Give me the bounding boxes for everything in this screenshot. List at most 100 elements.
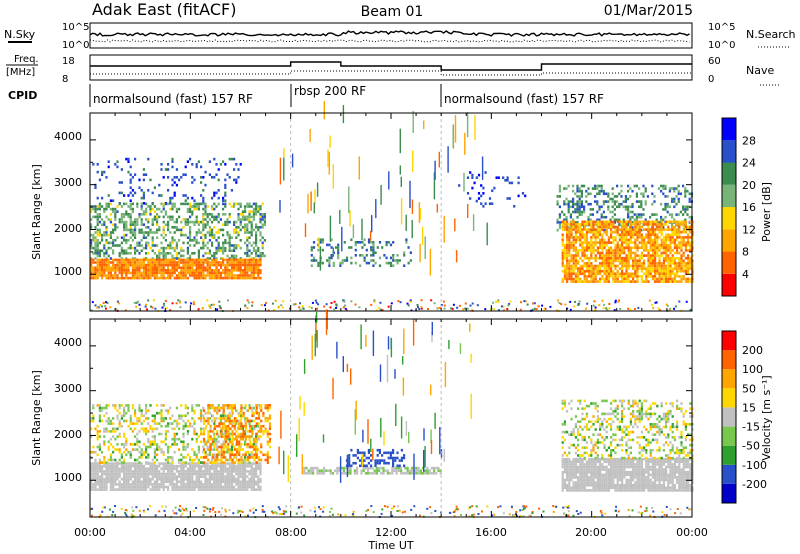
power-cell [140,244,143,247]
velocity-cell [118,435,121,438]
power-cell [149,228,152,232]
power-cell [583,246,586,250]
velocity-cell [167,424,170,428]
power-cell [116,263,119,267]
power-cell [607,238,610,242]
power-cell [233,276,236,280]
power-streak [447,146,449,173]
power-speckle [416,304,419,306]
power-cell [662,249,665,252]
power-cell [658,259,661,263]
power-cell [480,194,483,198]
velocity-cell [241,427,244,431]
power-cell [112,241,115,245]
power-cell [156,254,159,258]
power-cell [389,264,393,267]
power-cell [572,272,575,276]
power-cell [123,261,126,264]
power-cell [558,205,561,209]
power-cell [233,157,236,161]
power-cell [92,163,95,166]
power-cell [228,274,231,277]
velocity-cell [186,470,189,473]
power-streak [329,135,331,148]
power-cell [197,205,200,208]
power-cell [140,274,143,277]
power-speckle [136,300,139,303]
velocity-cell [114,488,117,491]
power-cell [614,251,617,255]
velocity-cell [186,475,189,478]
power-cell [90,244,93,247]
power-cell [662,251,665,255]
power-cell [164,210,167,213]
power-cell [649,259,652,263]
power-cell [638,233,641,237]
power-speckle [329,306,332,309]
power-streak [283,148,285,158]
power-cell [640,256,643,260]
power-cell [612,230,615,234]
freq-label: Freq. [14,54,39,65]
velocity-cell [189,422,192,425]
velocity-cell [131,443,134,446]
velocity-cell [153,437,156,441]
power-cell [134,258,137,262]
power-cell [667,267,670,270]
power-cell [173,220,176,224]
velocity-cell [109,456,112,459]
power-cell [175,226,178,229]
power-cell [585,256,588,260]
velocity-cell [134,472,137,476]
velocity-cell [193,450,196,454]
power-cell [123,276,126,280]
velocity-cell [193,458,196,462]
power-speckle [96,306,99,309]
velocity-cell [158,472,161,476]
velocity-cell [230,445,233,449]
power-speckle [350,300,353,303]
power-cell [612,262,615,265]
power-cell [647,272,650,276]
power-cell [239,261,242,264]
power-cell [583,225,586,229]
velocity-cell [127,404,130,407]
velocity-cell [114,477,117,481]
power-speckle [106,301,109,304]
power-cell [640,269,643,273]
power-cell [259,254,262,258]
power-cell [682,241,685,244]
velocity-cell [197,477,200,481]
power-cell [651,220,654,224]
power-cell [202,276,205,280]
power-cell [581,249,584,252]
power-speckle [685,300,688,303]
power-cell [611,187,614,190]
power-cell [590,264,593,268]
power-cell [153,252,156,255]
velocity-cell [200,432,203,436]
velocity-cell [204,450,207,454]
velocity-cell [224,488,227,491]
power-cell [94,276,97,280]
power-cell [131,269,134,272]
power-cell [625,246,628,250]
velocity-cell [96,467,99,471]
power-speckle [179,306,182,309]
velocity-cell [125,443,128,446]
velocity-cell [178,472,181,476]
power-cell [250,244,253,247]
power-cell [656,243,659,247]
power-cell [96,205,99,208]
velocity-cell [105,464,108,468]
power-cell [224,220,227,224]
power-speckle [569,308,572,311]
power-cell [250,233,253,237]
power-cell [90,261,93,264]
power-cell [600,213,603,216]
power-cell [261,252,264,255]
power-cell [112,269,115,272]
power-cell [616,228,619,231]
power-cell [616,246,619,250]
velocity-cell [184,414,187,418]
